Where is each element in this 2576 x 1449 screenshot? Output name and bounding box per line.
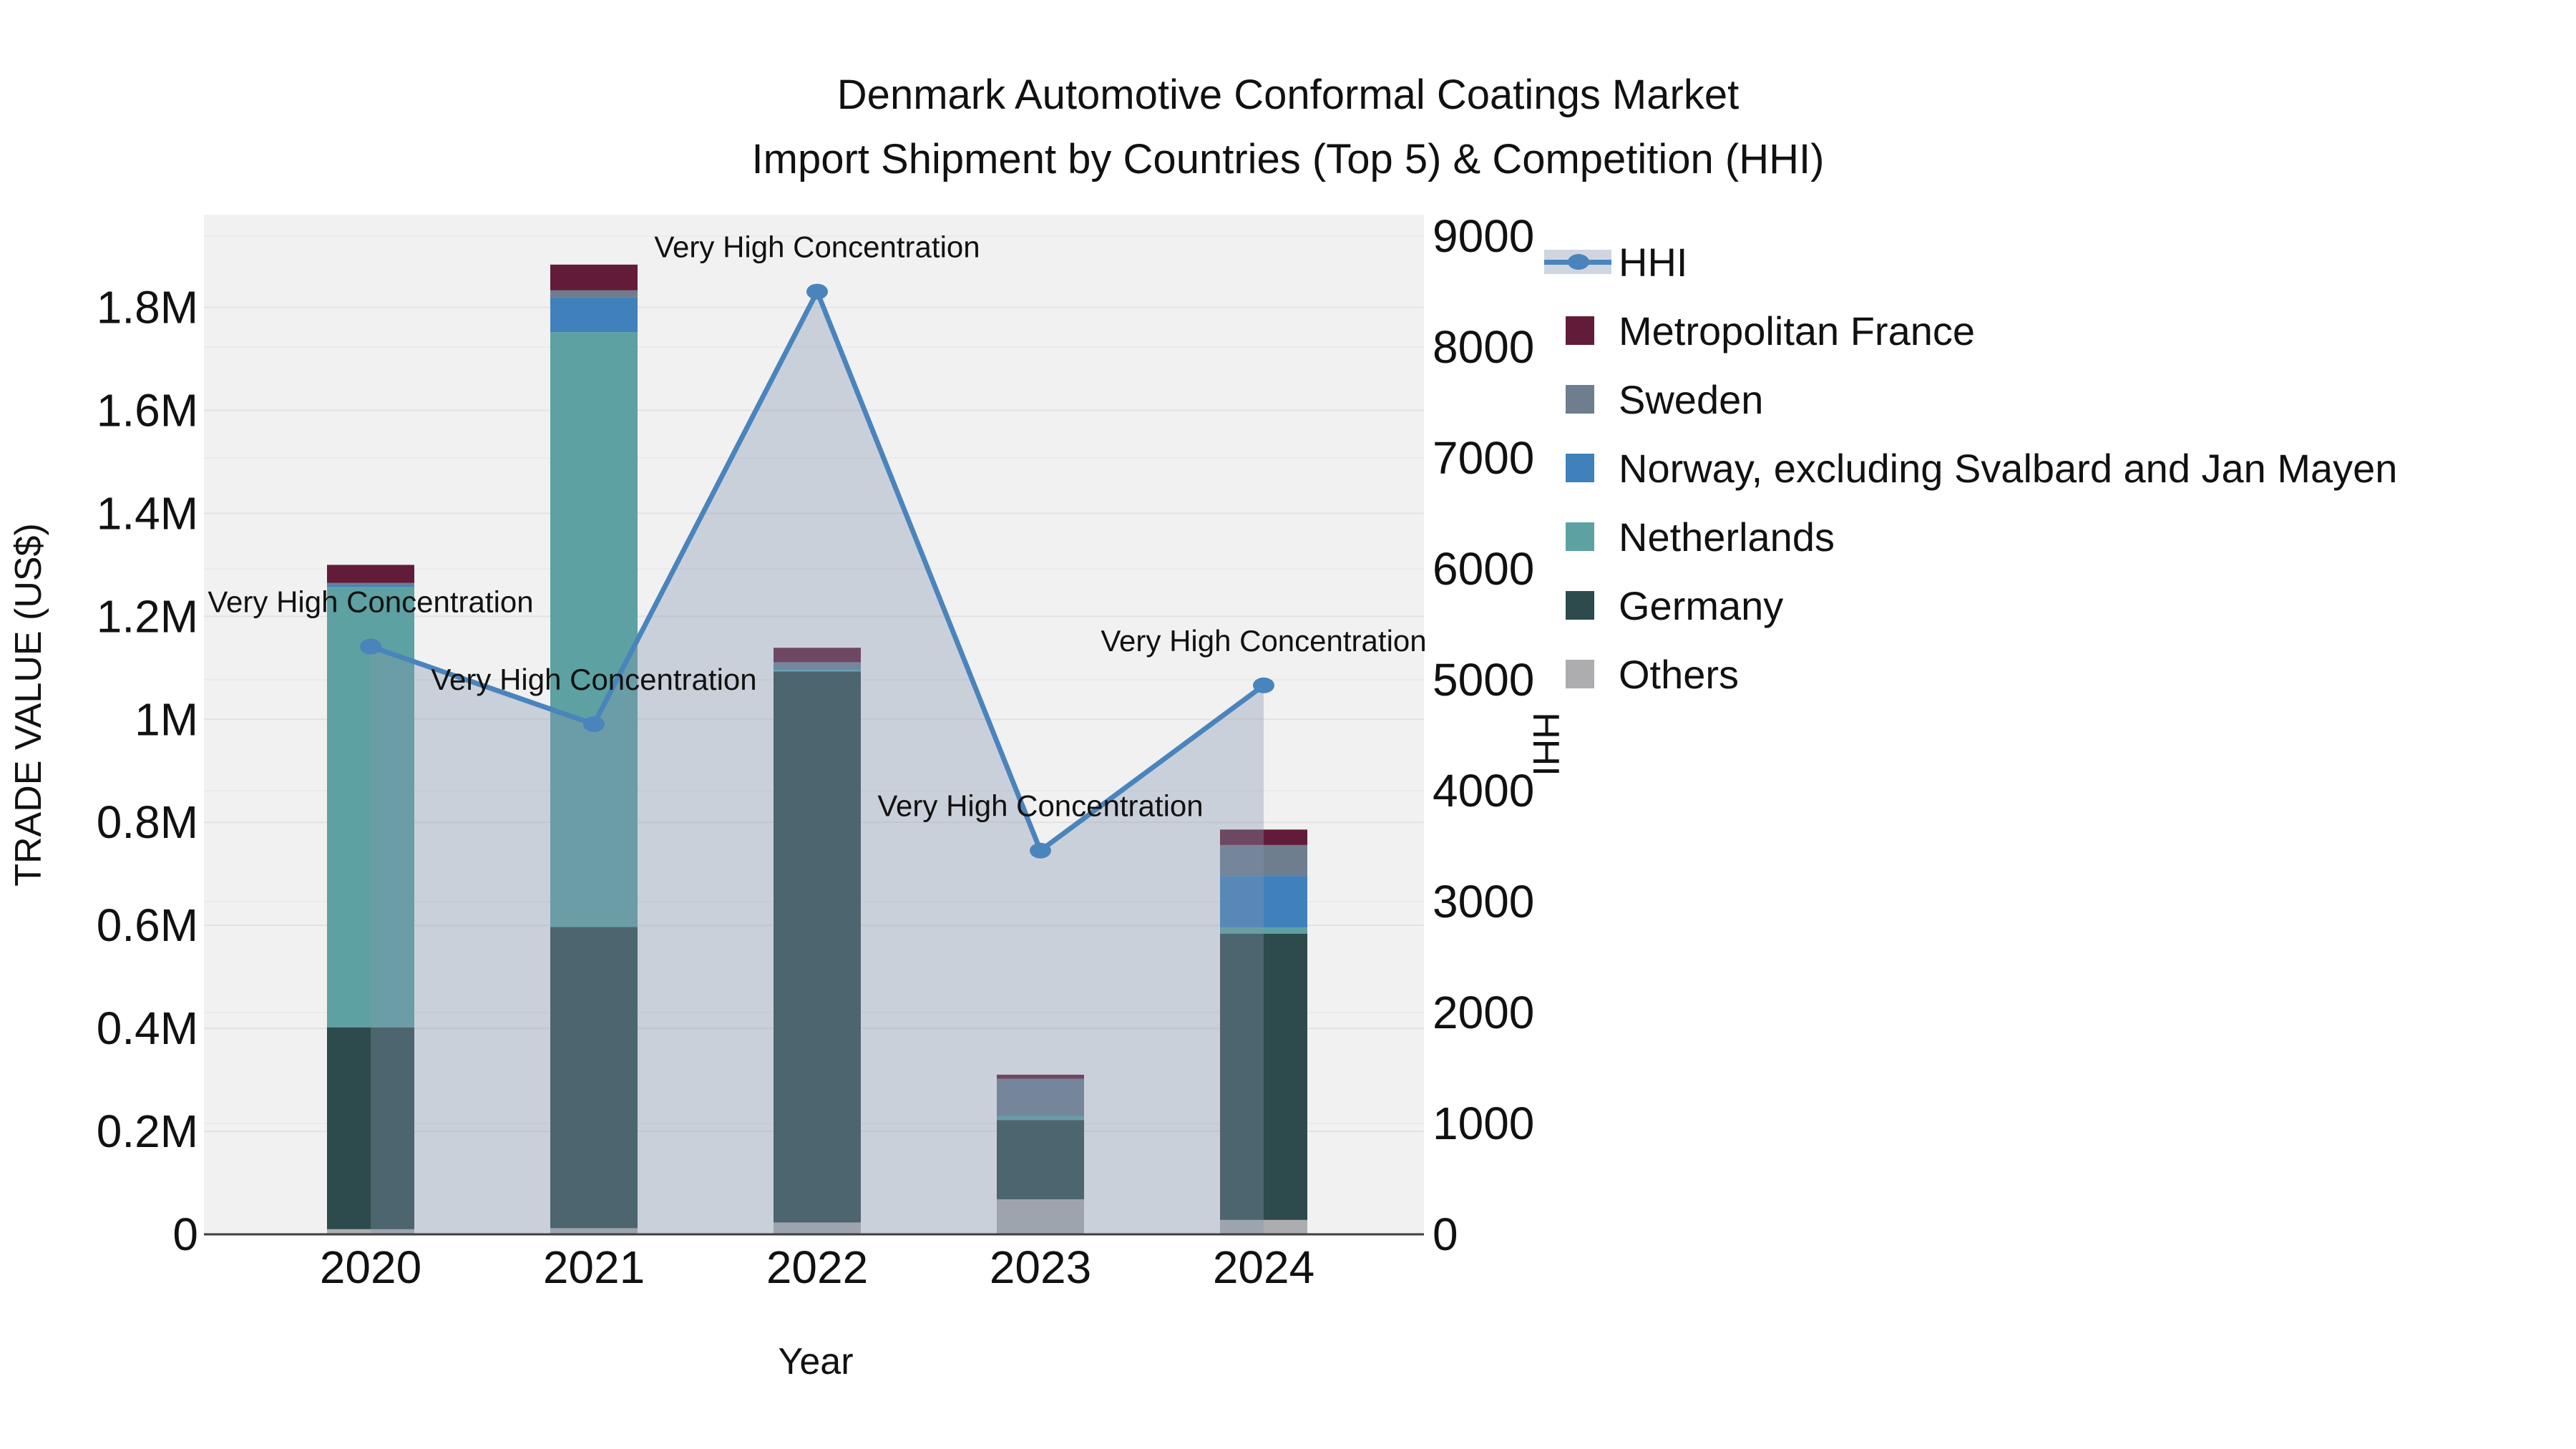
y-left-tick-label: 1.4M [97,487,198,539]
annotation-text: Very High Concentration [877,789,1203,823]
hhi-marker [1253,677,1274,693]
bar-segment [1220,933,1307,1220]
y-right-tick-label: 1000 [1433,1098,1534,1149]
bar-segment [550,1228,638,1234]
bar-segment [997,1116,1084,1121]
annotation-text: Very High Concentration [654,230,980,264]
y-right-tick-label: 8000 [1433,321,1534,373]
legend-swatch [1566,316,1594,345]
bar-segment [997,1120,1084,1200]
y-right-tick-label: 2000 [1433,987,1534,1038]
y-left-tick-label: 0 [172,1209,198,1260]
bar-segment [774,662,861,669]
bar-segment [550,332,638,927]
bar-segment [550,290,638,298]
y-axis-title-left: TRADE VALUE (US$) [8,523,49,887]
legend-swatch [1566,454,1594,482]
legend-label: Germany [1619,582,1784,628]
bar-segment [1220,876,1307,928]
bar-segment [327,585,414,587]
y-right-tick-label: 6000 [1433,543,1534,595]
bar-segment [997,1074,1084,1079]
legend-swatch [1566,591,1594,620]
y-left-tick-label: 1.2M [97,590,198,642]
y-left-tick-label: 0.4M [97,1002,198,1054]
legend-item[interactable]: Norway, excluding Svalbard and Jan Mayen [1544,434,2397,502]
legend-hhi-line-sample [1544,250,1611,274]
legend-hhi-marker [1568,254,1589,270]
x-tick-label: 2021 [543,1241,645,1293]
chart-title-line2: Import Shipment by Countries (Top 5) & C… [751,136,1825,182]
legend-swatch [1566,522,1594,551]
bar-segment [774,648,861,663]
y-left-tick-label: 1M [135,693,198,745]
bar-segment [997,1199,1084,1234]
bar-segment [550,264,638,291]
x-tick-label: 2024 [1213,1241,1314,1293]
legend-item[interactable]: Netherlands [1544,502,2397,571]
annotation-text: Very High Concentration [208,585,533,619]
bar-segment [1220,1219,1307,1234]
legend-item[interactable]: Metropolitan France [1544,296,2397,365]
bar-segment [327,582,414,585]
legend-item[interactable]: Germany [1544,571,2397,640]
bar-segment [997,1078,1084,1116]
legend-label: Others [1619,651,1740,697]
legend-label: Netherlands [1619,514,1835,560]
legend-item[interactable]: HHI [1544,228,2397,296]
y-left-tick-label: 0.6M [97,899,198,951]
x-tick-label: 2020 [320,1241,421,1293]
legend-swatch [1566,660,1594,688]
chart-title: Denmark Automotive Conformal Coatings Ma… [0,63,2576,192]
x-tick-label: 2023 [990,1241,1091,1293]
legend-label: Norway, excluding Svalbard and Jan Mayen [1619,445,2398,491]
y-right-tick-label: 7000 [1433,432,1534,484]
y-right-tick-label: 0 [1433,1209,1458,1260]
bar-segment [327,1027,414,1229]
y-right-tick-label: 3000 [1433,876,1534,927]
bar-segment [774,1222,861,1234]
bar-segment [327,565,414,583]
annotation-text: Very High Concentration [1101,624,1426,658]
annotation-text: Very High Concentration [431,663,756,696]
y-right-tick-label: 9000 [1433,210,1534,262]
bar-segment [550,927,638,1229]
bar-segment [327,1229,414,1234]
bar-segment [1220,844,1307,877]
bar-segment [327,587,414,1028]
legend-label: Metropolitan France [1619,308,1976,353]
hhi-marker [1030,842,1051,859]
hhi-area-fill [371,291,1264,1235]
y-left-tick-label: 1.8M [97,282,198,333]
y-axis-title-right: HHI [1525,712,1566,776]
legend-label: Sweden [1619,376,1764,422]
bar-segment [550,297,638,333]
legend: HHI Metropolitan France Sweden Norway, excl… [1544,228,2397,708]
hhi-marker [583,716,605,733]
y-left-tick-label: 0.2M [97,1106,198,1157]
y-left-tick-label: 0.8M [97,796,198,848]
y-right-tick-label: 4000 [1433,765,1534,816]
bar-segment [774,669,861,672]
bar-segment [1220,927,1307,934]
bar-segment [774,668,861,670]
hhi-marker [360,638,381,655]
bar-segment [1220,829,1307,845]
x-tick-label: 2022 [766,1241,868,1293]
x-axis-title: Year [778,1341,854,1382]
bar-segment [997,1115,1084,1116]
y-left-tick-label: 1.6M [97,384,198,436]
chart-title-line1: Denmark Automotive Conformal Coatings Ma… [836,72,1740,118]
legend-item[interactable]: Others [1544,640,2397,708]
legend-label: HHI [1619,239,1688,285]
legend-swatch [1566,385,1594,414]
hhi-marker [806,283,828,300]
y-right-tick-label: 5000 [1433,654,1534,706]
bar-segment [774,671,861,1223]
legend-item[interactable]: Sweden [1544,365,2397,434]
